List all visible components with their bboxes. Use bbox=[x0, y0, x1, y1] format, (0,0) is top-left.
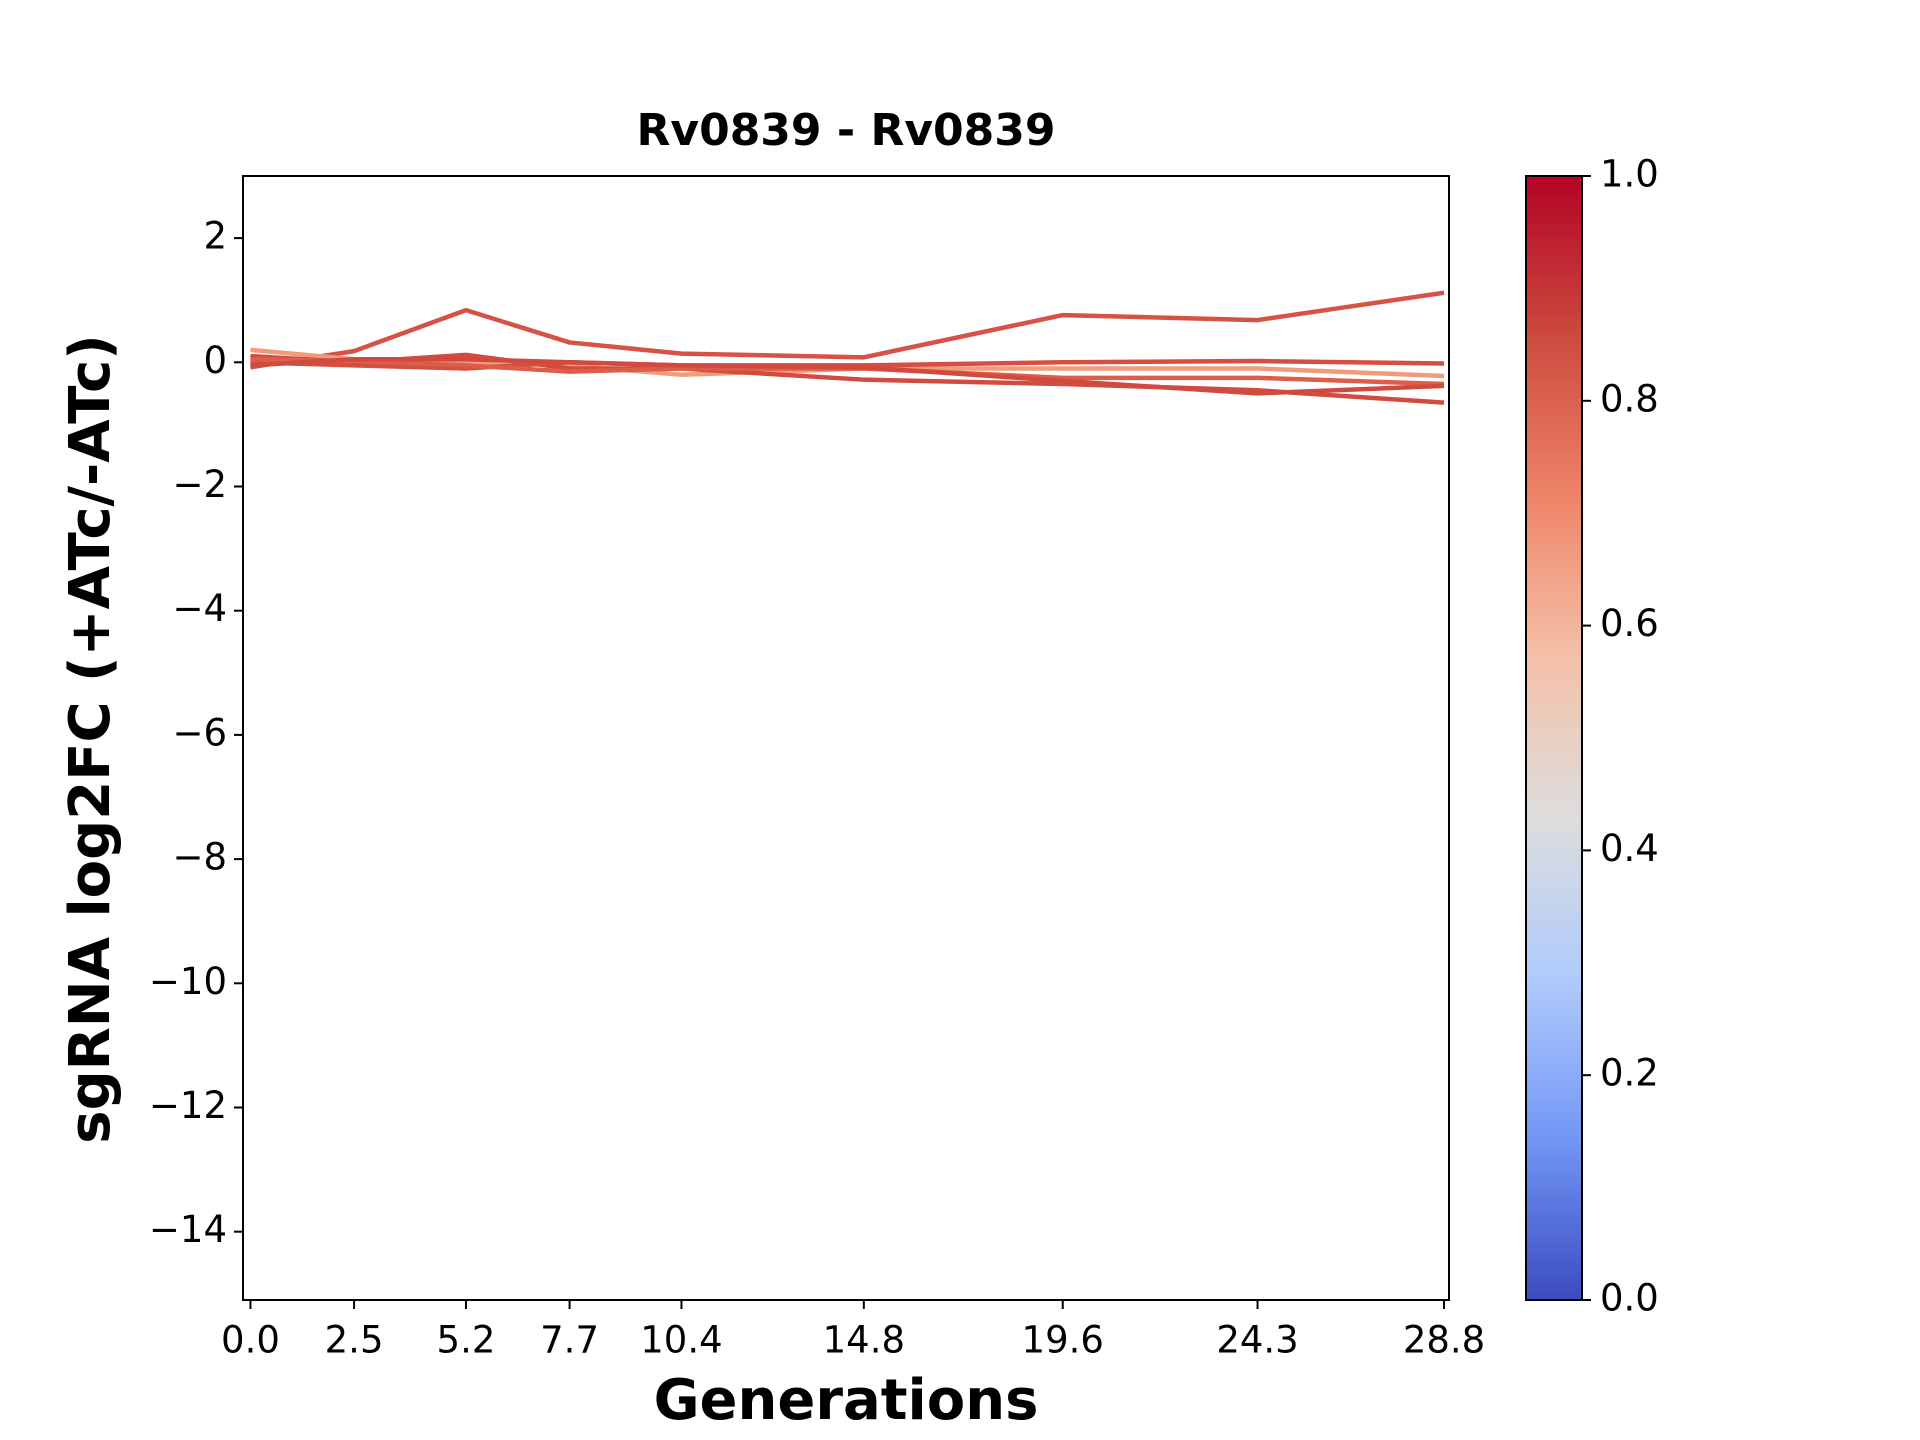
data-line bbox=[250, 356, 1445, 396]
x-axis-label: Generations bbox=[654, 1368, 1039, 1433]
colorbar-tick-label: 1.0 bbox=[1600, 153, 1659, 196]
data-line bbox=[250, 290, 1445, 370]
y-tick-label: −10 bbox=[149, 960, 227, 1003]
x-tick-label: 14.8 bbox=[823, 1319, 905, 1362]
x-tick-label: 0.0 bbox=[221, 1319, 280, 1362]
chart-title: Rv0839 - Rv0839 bbox=[637, 105, 1056, 156]
x-tick-label: 7.7 bbox=[540, 1319, 599, 1362]
x-tick-label: 5.2 bbox=[437, 1319, 496, 1362]
colorbar-tick-label: 0.2 bbox=[1600, 1052, 1659, 1095]
x-tick-label: 2.5 bbox=[325, 1319, 384, 1362]
y-tick-label: −12 bbox=[149, 1084, 227, 1127]
colorbar-tick-label: 0.8 bbox=[1600, 377, 1659, 420]
plot-frame bbox=[242, 175, 1450, 1301]
y-tick-label: −2 bbox=[172, 463, 227, 506]
x-tick-label: 10.4 bbox=[640, 1319, 722, 1362]
y-tick-label: 0 bbox=[203, 339, 227, 382]
y-tick-label: −8 bbox=[172, 836, 227, 879]
x-tick-label: 28.8 bbox=[1403, 1319, 1485, 1362]
x-tick-label: 19.6 bbox=[1022, 1319, 1104, 1362]
colorbar-tick-label: 0.0 bbox=[1600, 1277, 1659, 1320]
x-tick-label: 24.3 bbox=[1216, 1319, 1298, 1362]
colorbar-tick-label: 0.4 bbox=[1600, 827, 1659, 870]
colorbar bbox=[1525, 175, 1583, 1301]
y-tick-label: −6 bbox=[172, 711, 227, 754]
y-tick-label: 2 bbox=[203, 215, 227, 258]
y-axis-label: sgRNA log2FC (+ATc/-ATc) bbox=[58, 334, 123, 1144]
colorbar-tick-label: 0.6 bbox=[1600, 602, 1659, 645]
data-line bbox=[250, 356, 1445, 387]
y-tick-label: −14 bbox=[149, 1208, 227, 1251]
y-tick-label: −4 bbox=[172, 587, 227, 630]
